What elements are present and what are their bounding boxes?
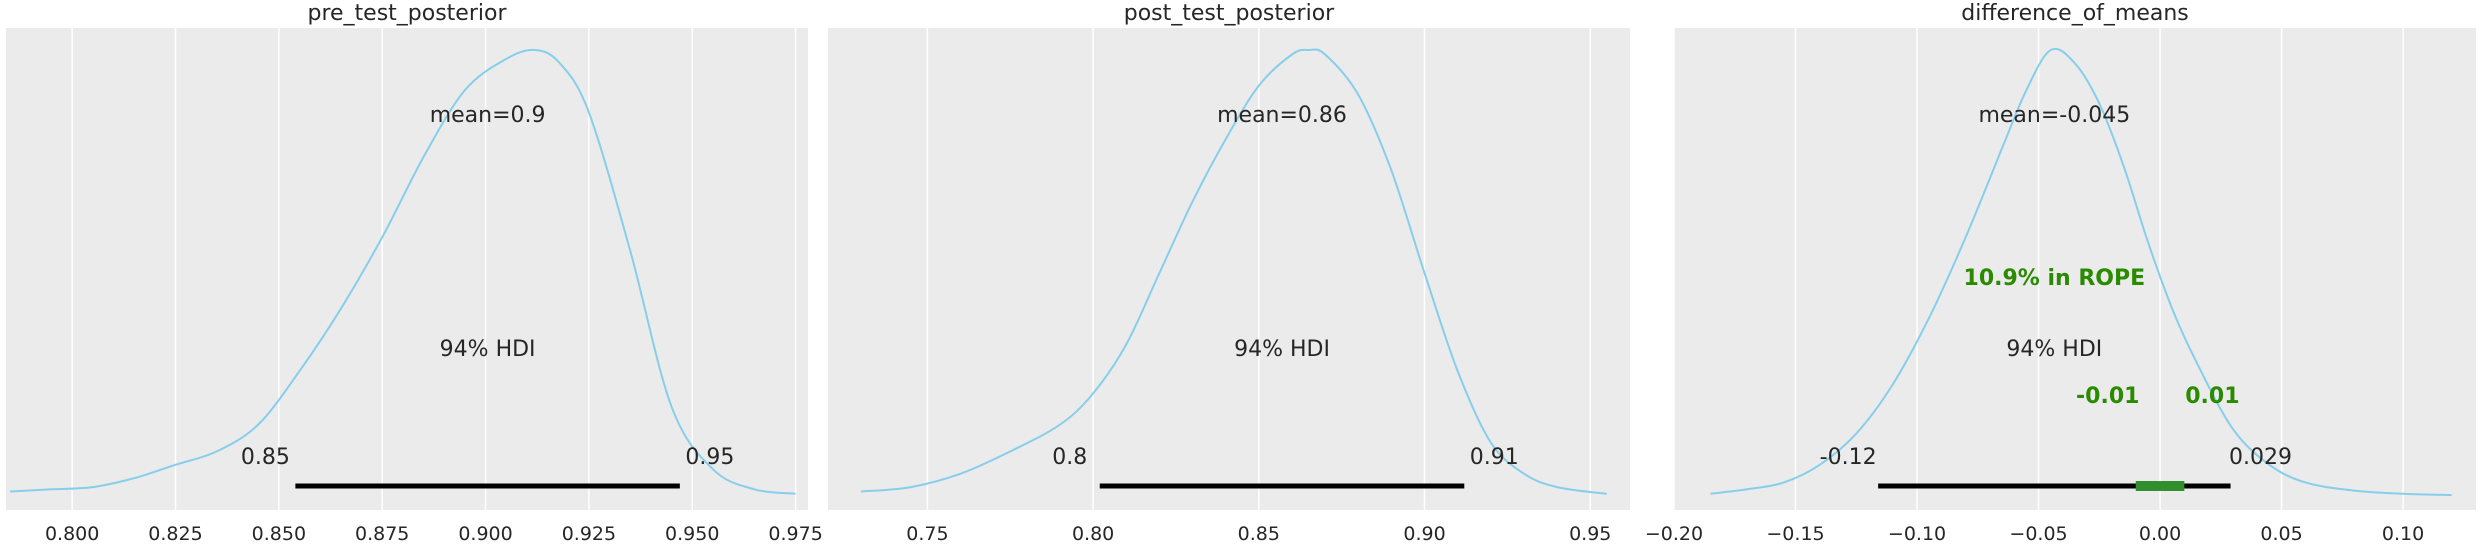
hdi-high-label: 0.029: [2229, 445, 2292, 470]
hdi-high-label: 0.91: [1470, 445, 1519, 470]
panel-difference-of-means: difference_of_means mean=-0.045 10.9% in…: [1645, 1, 2476, 545]
grid: [926, 28, 1591, 510]
x-tick-label: 0.925: [562, 523, 616, 545]
x-tick-label: 0.85: [1238, 523, 1280, 545]
rope-low-label: -0.01: [2076, 384, 2139, 409]
plot-area: [6, 28, 808, 510]
density-curve: [861, 48, 1607, 495]
x-tick-label: −0.10: [1888, 523, 1946, 545]
panel-post-test-posterior: post_test_posterior mean=0.86 94% HDI 0.…: [828, 1, 1630, 545]
x-axis-ticks: 0.800 0.825 0.850 0.875 0.900 0.925 0.950 0.975: [45, 523, 823, 545]
plot-area: [1674, 28, 2476, 510]
rope-annotation: 10.9% in ROPE: [1964, 266, 2146, 291]
panel-pre-test-posterior: pre_test_posterior mean=0.9 94% HDI 0.85…: [6, 1, 823, 545]
x-tick-label: 0.00: [2139, 523, 2181, 545]
x-tick-label: 0.825: [148, 523, 202, 545]
x-tick-label: −0.15: [1766, 523, 1824, 545]
x-tick-label: 0.95: [1569, 523, 1611, 545]
x-tick-label: 0.875: [355, 523, 409, 545]
x-tick-label: 0.850: [252, 523, 306, 545]
panel-title: pre_test_posterior: [307, 1, 507, 26]
mean-annotation: mean=0.86: [1217, 103, 1347, 128]
rope-high-label: 0.01: [2185, 384, 2239, 409]
hdi-low-label: 0.85: [241, 445, 290, 470]
x-tick-label: −0.05: [2009, 523, 2067, 545]
x-tick-label: 0.800: [45, 523, 99, 545]
grid: [71, 28, 797, 510]
panel-title: post_test_posterior: [1124, 1, 1335, 26]
hdi-annotation: 94% HDI: [2006, 337, 2102, 362]
hdi-low-label: -0.12: [1820, 445, 1877, 470]
hdi-high-label: 0.95: [685, 445, 734, 470]
panel-title: difference_of_means: [1961, 1, 2189, 26]
hdi-annotation: 94% HDI: [1234, 337, 1330, 362]
density-curve: [1710, 47, 2452, 497]
x-axis-ticks: −0.20 −0.15 −0.10 −0.05 0.00 0.05 0.10: [1645, 523, 2424, 545]
plot-area: [828, 28, 1630, 510]
density-curve: [10, 48, 796, 495]
x-tick-label: 0.950: [665, 523, 719, 545]
x-tick-label: 0.80: [1072, 523, 1114, 545]
x-tick-label: 0.975: [768, 523, 822, 545]
rope-band: [2135, 481, 2185, 491]
x-axis-ticks: 0.75 0.80 0.85 0.90 0.95: [906, 523, 1611, 545]
x-tick-label: 0.900: [458, 523, 512, 545]
x-tick-label: −0.20: [1645, 523, 1703, 545]
x-tick-label: 0.75: [906, 523, 948, 545]
mean-annotation: mean=-0.045: [1978, 103, 2130, 128]
grid: [1673, 28, 2404, 510]
x-tick-label: 0.05: [2260, 523, 2302, 545]
hdi-annotation: 94% HDI: [440, 337, 536, 362]
x-tick-label: 0.10: [2382, 523, 2424, 545]
x-tick-label: 0.90: [1403, 523, 1445, 545]
mean-annotation: mean=0.9: [430, 103, 546, 128]
hdi-low-label: 0.8: [1052, 445, 1087, 470]
